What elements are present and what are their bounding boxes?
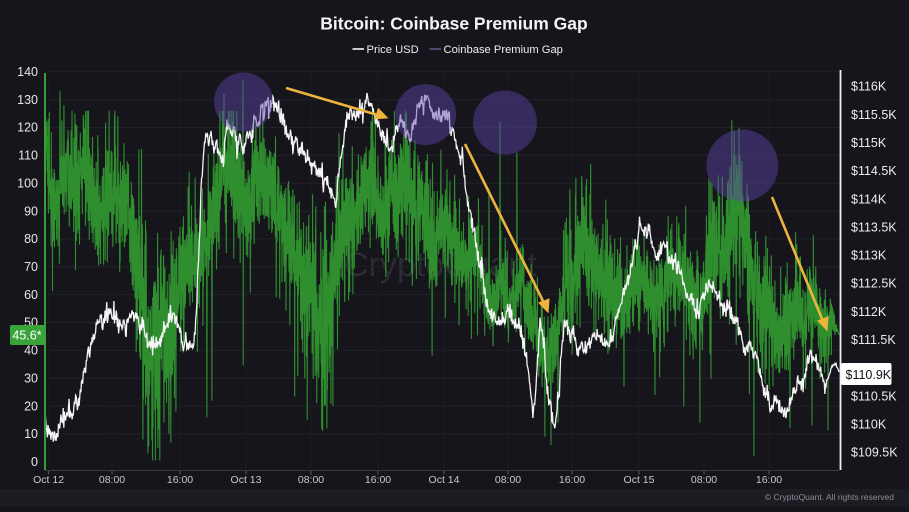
svg-text:08:00: 08:00	[298, 474, 324, 486]
svg-text:08:00: 08:00	[99, 474, 125, 486]
svg-text:$113K: $113K	[851, 249, 887, 263]
svg-text:0: 0	[31, 455, 38, 469]
svg-text:Oct 15: Oct 15	[624, 474, 655, 486]
svg-text:$111.5K: $111.5K	[851, 333, 896, 347]
svg-text:Coinbase Premium Gap: Coinbase Premium Gap	[444, 44, 563, 56]
svg-text:20: 20	[24, 399, 38, 413]
svg-text:16:00: 16:00	[167, 474, 193, 486]
svg-text:08:00: 08:00	[495, 474, 521, 486]
svg-text:$109.5K: $109.5K	[851, 446, 898, 460]
svg-text:Oct 12: Oct 12	[33, 474, 64, 486]
svg-text:$112K: $112K	[851, 305, 887, 319]
svg-text:70: 70	[24, 260, 38, 274]
svg-text:Price USD: Price USD	[367, 44, 419, 56]
svg-text:$112.5K: $112.5K	[851, 277, 897, 291]
svg-text:16:00: 16:00	[756, 474, 782, 486]
svg-text:90: 90	[24, 204, 38, 218]
svg-text:130: 130	[17, 93, 38, 107]
svg-text:110: 110	[18, 149, 38, 163]
svg-text:140: 140	[17, 65, 38, 79]
svg-text:$114.5K: $114.5K	[851, 164, 897, 178]
svg-text:Oct 13: Oct 13	[231, 474, 262, 486]
svg-text:Oct 14: Oct 14	[429, 474, 460, 486]
svg-text:45.6*: 45.6*	[12, 329, 41, 343]
svg-text:$115K: $115K	[851, 136, 887, 150]
svg-text:30: 30	[24, 371, 38, 385]
svg-text:08:00: 08:00	[691, 474, 717, 486]
svg-text:120: 120	[17, 121, 38, 135]
svg-text:© CryptoQuant. All rights rese: © CryptoQuant. All rights reserved	[765, 492, 894, 502]
svg-text:40: 40	[24, 344, 38, 358]
svg-text:$113.5K: $113.5K	[851, 220, 897, 234]
svg-text:16:00: 16:00	[559, 474, 585, 486]
svg-text:10: 10	[24, 427, 38, 441]
svg-text:$110.9K: $110.9K	[846, 368, 892, 382]
svg-text:100: 100	[17, 176, 38, 190]
svg-text:80: 80	[24, 232, 38, 246]
svg-text:$114K: $114K	[851, 192, 887, 206]
svg-text:$110K: $110K	[851, 418, 887, 432]
svg-text:16:00: 16:00	[365, 474, 391, 486]
svg-text:$116K: $116K	[851, 80, 887, 94]
svg-text:$110.5K: $110.5K	[851, 389, 897, 403]
svg-text:$115.5K: $115.5K	[851, 108, 897, 122]
svg-text:Bitcoin: Coinbase Premium Gap: Bitcoin: Coinbase Premium Gap	[320, 14, 587, 34]
svg-text:60: 60	[24, 288, 38, 302]
